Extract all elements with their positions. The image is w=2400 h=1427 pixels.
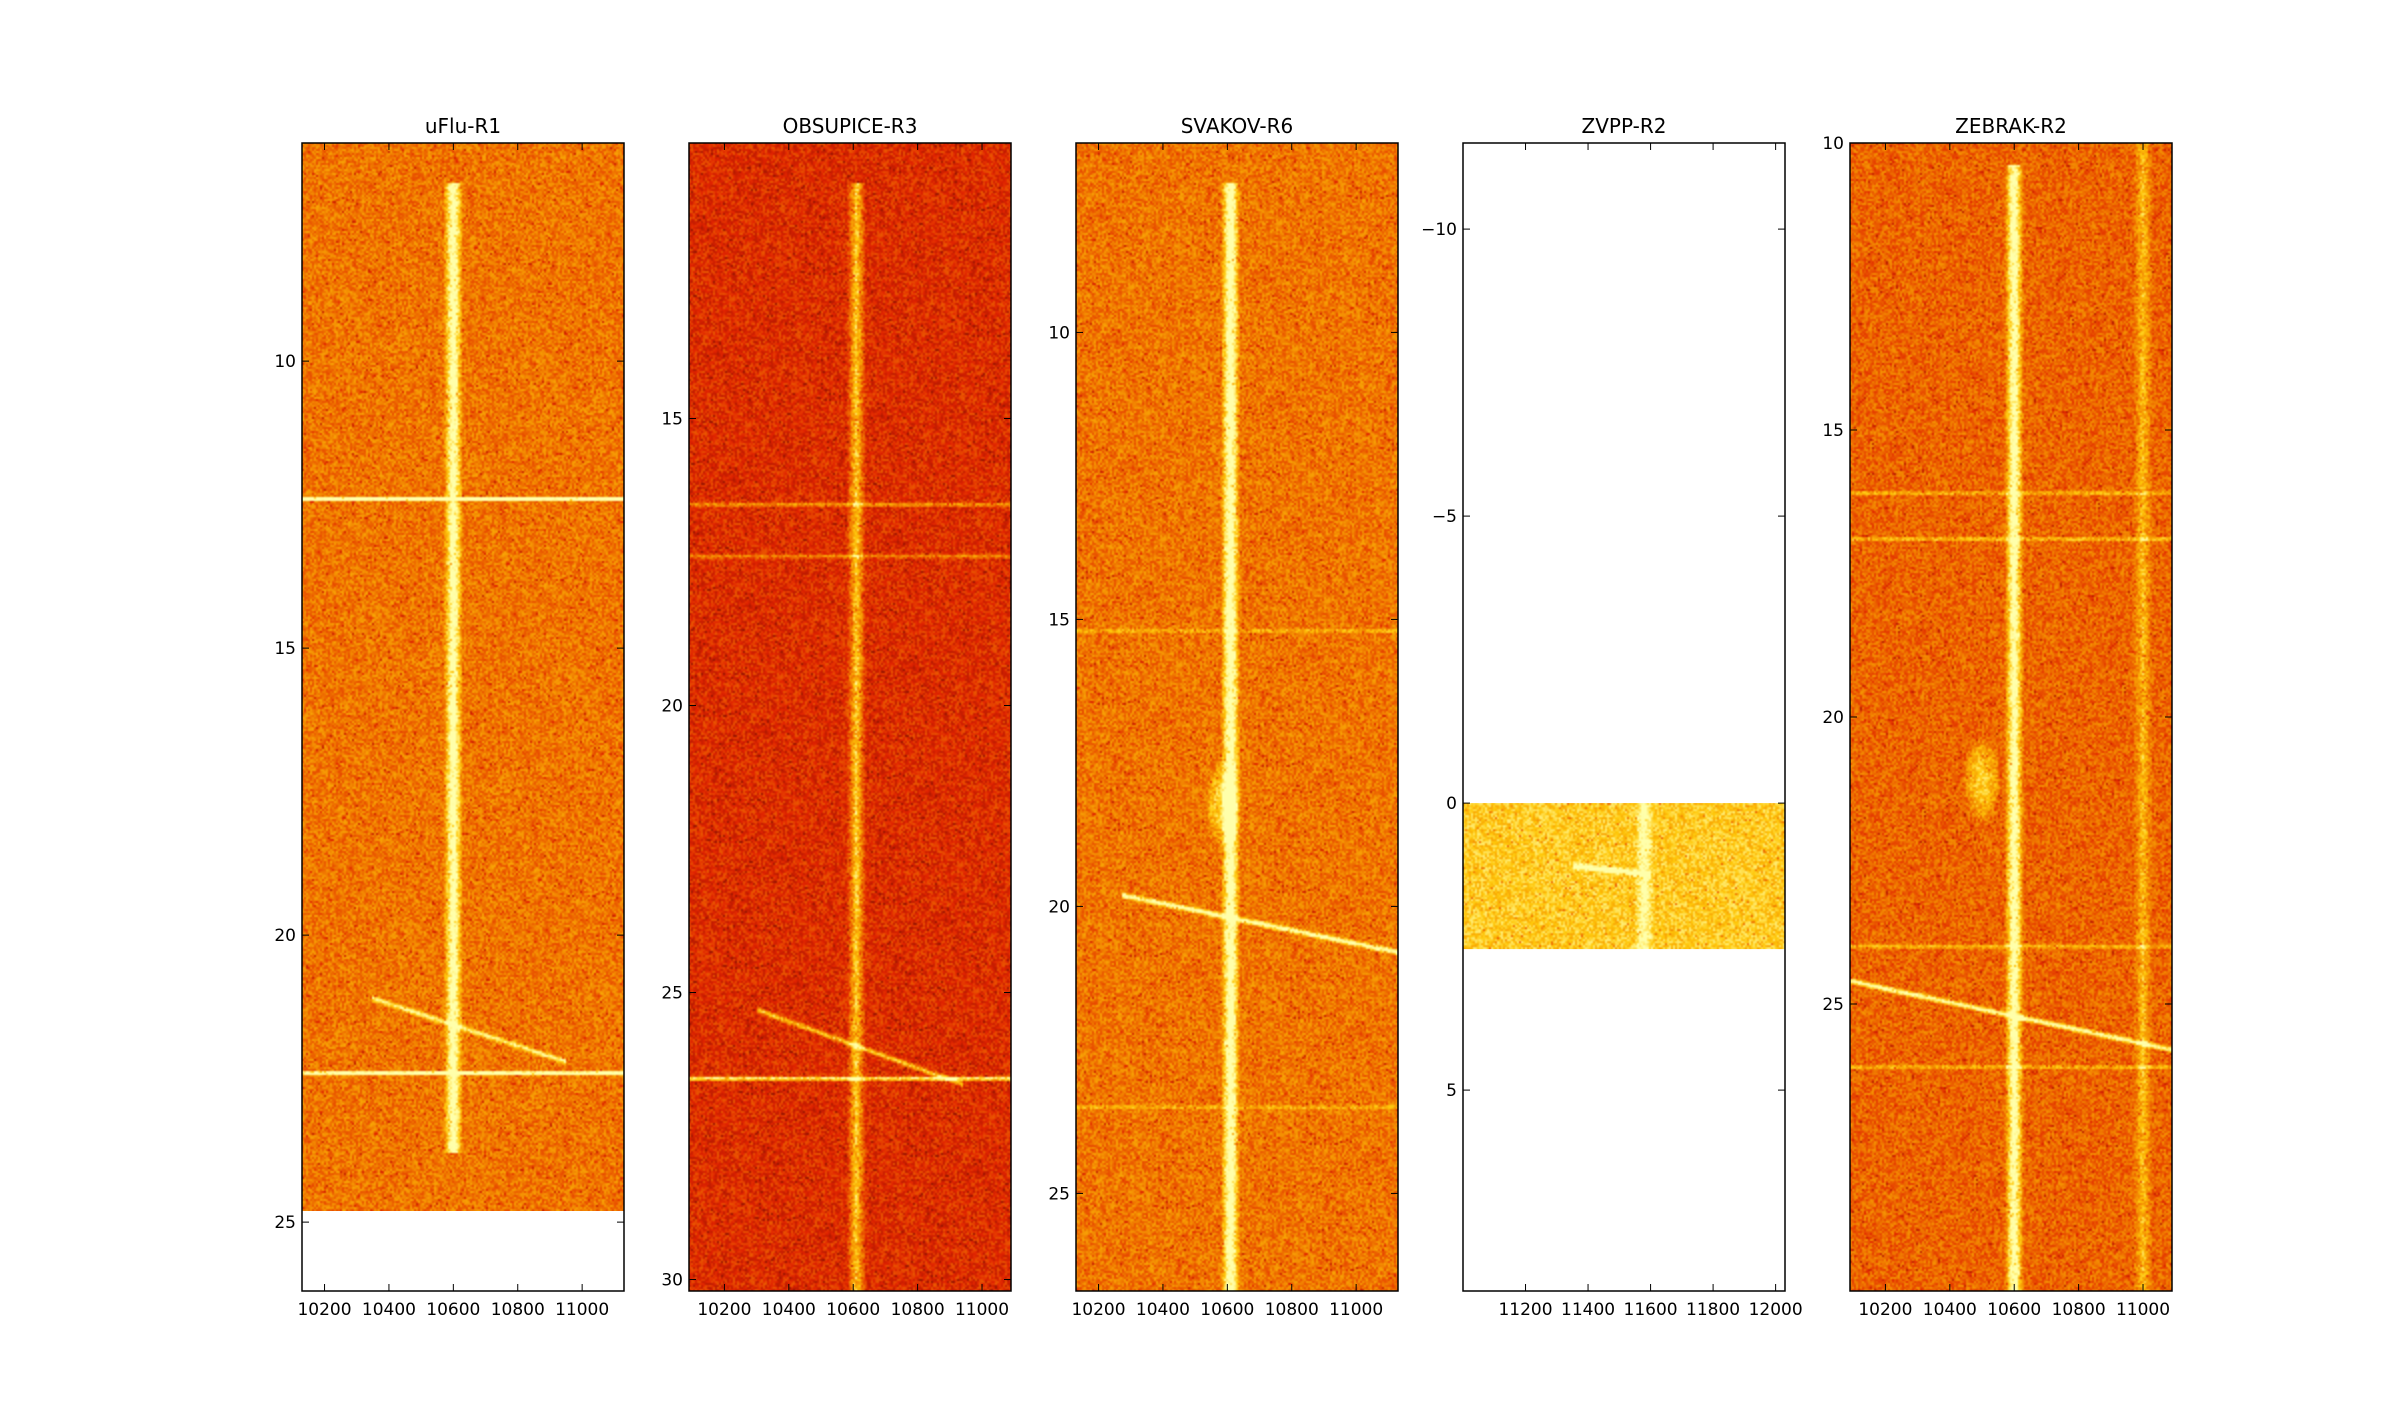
x-tick-label: 11200 bbox=[1498, 1300, 1552, 1320]
axes-frame bbox=[301, 142, 625, 1292]
x-tick-label: 10400 bbox=[1136, 1300, 1190, 1320]
y-tick-label: 25 bbox=[1822, 995, 1844, 1015]
x-tick-label: 11000 bbox=[1329, 1300, 1383, 1320]
y-tick-label: 20 bbox=[274, 926, 296, 946]
y-tick-label: 25 bbox=[661, 984, 683, 1004]
y-tick-label: 15 bbox=[1048, 610, 1070, 630]
heatmap-image bbox=[1463, 803, 1785, 950]
panel-title: SVAKOV-R6 bbox=[1181, 114, 1294, 138]
x-tick-label: 11600 bbox=[1624, 1300, 1678, 1320]
axes-frame bbox=[1075, 142, 1399, 1292]
panel-1: uFlu-R1 10200 10400 10600 10800 11000 10 15 20 25 bbox=[274, 114, 625, 1320]
x-tick-label: 10600 bbox=[826, 1300, 880, 1320]
x-tick-label: 11400 bbox=[1561, 1300, 1615, 1320]
y-tick-label: 10 bbox=[274, 352, 296, 372]
x-tick-label: 10800 bbox=[491, 1300, 545, 1320]
x-tick-label: 10600 bbox=[1987, 1300, 2041, 1320]
x-tick-label: 10200 bbox=[1071, 1300, 1125, 1320]
y-tick-label: 5 bbox=[1446, 1081, 1457, 1101]
heatmap-image bbox=[302, 143, 624, 1211]
x-tick-label: 10600 bbox=[1200, 1300, 1254, 1320]
y-tick-label: −5 bbox=[1432, 507, 1457, 527]
panel-title: uFlu-R1 bbox=[425, 114, 501, 138]
y-tick-label: 15 bbox=[274, 639, 296, 659]
x-tick-label: 12000 bbox=[1749, 1300, 1803, 1320]
panel-4: ZVPP-R2 11200 11400 11600 11800 12000 −10 −5 0 5 bbox=[1421, 114, 1803, 1320]
y-tick-label: 15 bbox=[661, 410, 683, 430]
x-tick-label: 10200 bbox=[1858, 1300, 1912, 1320]
heatmap-image bbox=[1076, 143, 1398, 1291]
y-tick-label: 25 bbox=[274, 1213, 296, 1233]
x-tick-label: 11000 bbox=[955, 1300, 1009, 1320]
y-tick-label: 25 bbox=[1048, 1184, 1070, 1204]
y-tick-label: 20 bbox=[1822, 708, 1844, 728]
y-tick-label: −10 bbox=[1421, 220, 1457, 240]
panel-3: SVAKOV-R6 10200 10400 10600 10800 11000 10 15 20… bbox=[1048, 114, 1399, 1320]
y-tick-label: 10 bbox=[1048, 323, 1070, 343]
y-tick-label: 20 bbox=[661, 697, 683, 717]
x-tick-label: 10600 bbox=[426, 1300, 480, 1320]
panel-title: ZEBRAK-R2 bbox=[1955, 114, 2067, 138]
panel-2: OBSUPICE-R3 10200 10400 10600 10800 11000 15 20… bbox=[661, 114, 1012, 1320]
y-tick-label: 10 bbox=[1822, 134, 1844, 154]
x-tick-label: 10400 bbox=[1923, 1300, 1977, 1320]
panel-title: ZVPP-R2 bbox=[1582, 114, 1667, 138]
axes-frame bbox=[688, 142, 1012, 1292]
axes-frame bbox=[1462, 142, 1786, 1292]
x-tick-label: 11800 bbox=[1686, 1300, 1740, 1320]
x-tick-label: 11000 bbox=[2116, 1300, 2170, 1320]
heatmap-image bbox=[689, 143, 1011, 1291]
x-tick-label: 10800 bbox=[1265, 1300, 1319, 1320]
x-tick-label: 10200 bbox=[297, 1300, 351, 1320]
x-tick-label: 10400 bbox=[762, 1300, 816, 1320]
x-tick-label: 10800 bbox=[891, 1300, 945, 1320]
panel-title: OBSUPICE-R3 bbox=[783, 114, 918, 138]
y-tick-label: 30 bbox=[661, 1271, 683, 1291]
y-tick-label: 0 bbox=[1446, 794, 1457, 814]
x-tick-label: 10200 bbox=[697, 1300, 751, 1320]
y-tick-label: 20 bbox=[1048, 897, 1070, 917]
x-tick-label: 10800 bbox=[2052, 1300, 2106, 1320]
y-tick-label: 15 bbox=[1822, 421, 1844, 441]
heatmap-image bbox=[1850, 143, 2172, 1291]
x-tick-label: 10400 bbox=[362, 1300, 416, 1320]
x-tick-label: 11000 bbox=[555, 1300, 609, 1320]
panel-5: ZEBRAK-R2 10200 10400 10600 10800 11000 10 15 20… bbox=[1822, 114, 2173, 1320]
